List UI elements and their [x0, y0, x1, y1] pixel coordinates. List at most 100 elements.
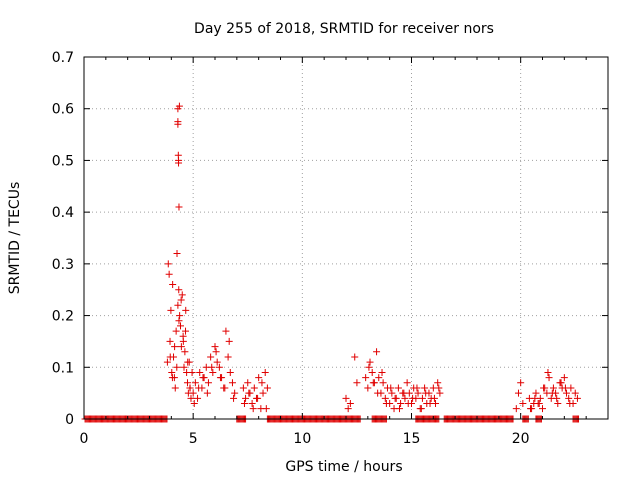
- x-tick-label: 10: [293, 431, 311, 447]
- data-point: [344, 405, 352, 413]
- data-point: [188, 368, 196, 376]
- data-point: [512, 405, 520, 413]
- y-tick-label: 0.7: [52, 50, 74, 66]
- data-point: [242, 394, 250, 402]
- data-point: [366, 358, 374, 366]
- data-point: [248, 399, 256, 407]
- data-point: [560, 374, 568, 382]
- data-point: [373, 348, 381, 356]
- y-tick-label: 0.2: [52, 309, 74, 325]
- x-tick-label: 20: [512, 431, 530, 447]
- data-point: [261, 368, 269, 376]
- data-point: [263, 384, 271, 392]
- data-point: [194, 394, 202, 402]
- data-point: [190, 399, 198, 407]
- data-point: [250, 384, 258, 392]
- data-point: [213, 358, 221, 366]
- data-point: [230, 394, 238, 402]
- data-point: [183, 379, 191, 387]
- y-tick-label: 0: [65, 412, 74, 428]
- data-point: [171, 384, 179, 392]
- data-point: [182, 327, 190, 335]
- data-point: [395, 405, 403, 413]
- data-point: [403, 379, 411, 387]
- data-point: [189, 389, 197, 397]
- data-point: [215, 363, 223, 371]
- data-point: [166, 337, 174, 345]
- data-point: [245, 389, 253, 397]
- data-point: [228, 379, 236, 387]
- data-point: [397, 399, 405, 407]
- data-point: [375, 374, 383, 382]
- data-point: [191, 379, 199, 387]
- data-point: [368, 368, 376, 376]
- data-point: [531, 394, 539, 402]
- data-point: [409, 394, 417, 402]
- data-point: [186, 384, 194, 392]
- data-point: [226, 368, 234, 376]
- data-point: [225, 337, 233, 345]
- data-point: [553, 394, 561, 402]
- data-point: [211, 343, 219, 351]
- data-point: [169, 281, 177, 289]
- data-point: [176, 312, 184, 320]
- plot-frame: [83, 56, 609, 420]
- data-point: [180, 363, 188, 371]
- data-point: [434, 379, 442, 387]
- x-axis-label: GPS time / hours: [285, 459, 402, 475]
- y-tick-label: 0.6: [52, 102, 74, 118]
- data-point: [177, 343, 185, 351]
- data-point: [364, 384, 372, 392]
- data-point: [179, 337, 187, 345]
- data-point: [545, 374, 553, 382]
- data-point: [208, 363, 216, 371]
- data-point: [573, 394, 581, 402]
- data-point: [514, 389, 522, 397]
- data-point: [168, 374, 176, 382]
- data-point: [566, 399, 574, 407]
- data-point: [557, 379, 565, 387]
- data-point: [519, 399, 527, 407]
- data-point: [177, 322, 185, 330]
- data-point: [374, 389, 382, 397]
- data-point: [249, 405, 257, 413]
- data-point: [164, 260, 172, 268]
- data-point: [254, 394, 262, 402]
- data-point: [379, 379, 387, 387]
- data-point: [204, 379, 212, 387]
- data-point: [418, 394, 426, 402]
- data-point: [365, 363, 373, 371]
- data-point: [166, 353, 174, 361]
- data-point: [417, 405, 425, 413]
- data-point: [187, 394, 195, 402]
- y-tick-label: 0.3: [52, 257, 74, 273]
- data-point: [561, 384, 569, 392]
- data-point: [172, 327, 180, 335]
- data-point: [258, 379, 266, 387]
- data-point: [421, 384, 429, 392]
- data-point: [369, 379, 377, 387]
- data-point: [539, 405, 546, 413]
- x-tick-label: 15: [403, 431, 421, 447]
- data-point: [554, 399, 562, 407]
- y-axis-label: SRMTID / TECUs: [7, 182, 23, 295]
- data-point: [168, 368, 176, 376]
- y-tick-label: 0.1: [52, 360, 74, 376]
- data-point: [207, 353, 215, 361]
- data-point: [178, 291, 186, 299]
- data-point: [216, 374, 224, 382]
- data-point: [351, 353, 359, 361]
- data-points: [163, 102, 581, 413]
- data-point: [548, 389, 556, 397]
- data-point: [240, 399, 248, 407]
- data-point: [540, 384, 548, 392]
- data-point: [394, 384, 402, 392]
- data-point: [221, 384, 229, 392]
- data-point: [346, 399, 354, 407]
- data-point: [549, 384, 557, 392]
- data-point: [517, 379, 525, 387]
- data-point: [181, 348, 189, 356]
- data-point: [535, 399, 543, 407]
- data-point: [231, 389, 239, 397]
